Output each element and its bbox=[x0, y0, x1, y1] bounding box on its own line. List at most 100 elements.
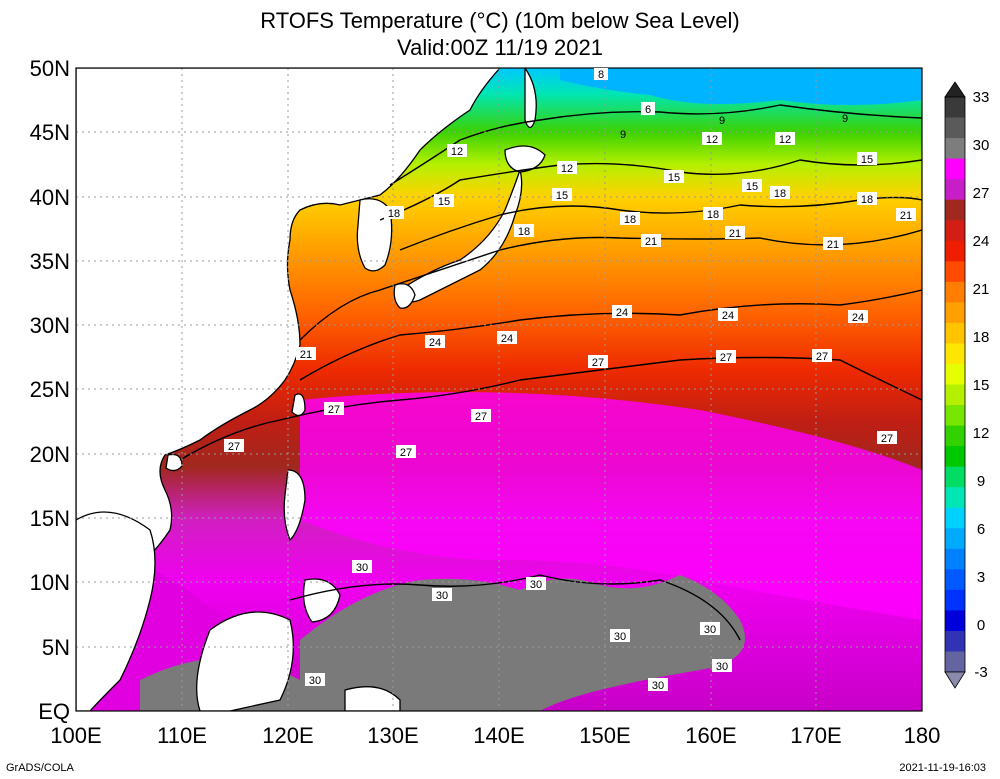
colorbar-segment bbox=[945, 651, 965, 673]
lon-label: 180 bbox=[904, 723, 941, 748]
contour-label-c15: 15 15 15 15 15 bbox=[434, 152, 877, 208]
contour-label: 27 bbox=[592, 357, 604, 369]
indochina bbox=[76, 511, 156, 711]
lat-label: 20N bbox=[30, 442, 70, 467]
contour-label: 15 bbox=[668, 172, 680, 184]
colorbar-top-arrow bbox=[944, 81, 966, 98]
korea-peninsula bbox=[356, 198, 393, 272]
lat-label: 50N bbox=[30, 56, 70, 81]
colorbar-tick: 33 bbox=[973, 89, 990, 106]
contour-label-layer: 6 8 9 9 9 12 12 12 12 15 15 15 15 15 18 … bbox=[224, 68, 916, 692]
colorbar-segment bbox=[945, 487, 965, 509]
contour-label: 15 bbox=[861, 154, 873, 166]
contour-label: 24 bbox=[501, 333, 513, 345]
lon-label: 150E bbox=[579, 723, 630, 748]
contour-label: 9 bbox=[620, 129, 626, 141]
colorbar-segment bbox=[945, 138, 965, 160]
contour-label: 18 bbox=[774, 188, 786, 200]
colorbar-segments bbox=[944, 96, 966, 673]
contour-15 bbox=[379, 159, 922, 221]
contour-label: 30 bbox=[716, 661, 728, 673]
contour-12 bbox=[389, 104, 922, 186]
contour-label: 27 bbox=[881, 433, 893, 445]
colorbar-tick: 24 bbox=[973, 233, 990, 250]
colorbar-bottom-arrow bbox=[944, 671, 966, 689]
colorbar-segment bbox=[945, 220, 965, 242]
new-guinea-tip bbox=[344, 686, 401, 711]
colorbar-segment bbox=[945, 507, 965, 529]
contour-label: 27 bbox=[475, 411, 487, 423]
cold-north-region bbox=[560, 68, 922, 105]
contour-label: 24 bbox=[722, 310, 734, 322]
lat-label: 5N bbox=[42, 635, 70, 660]
luzon bbox=[283, 469, 306, 542]
lat-label: 25N bbox=[30, 377, 70, 402]
contour-label: 30 bbox=[704, 624, 716, 636]
lat-label: 30N bbox=[30, 313, 70, 338]
colorbar-tick: 9 bbox=[977, 473, 985, 490]
colorbar-segment bbox=[945, 548, 965, 570]
lat-label: 40N bbox=[30, 185, 70, 210]
colorbar-tick: 18 bbox=[973, 329, 990, 346]
lon-label: 100E bbox=[50, 723, 101, 748]
colorbar-segment bbox=[945, 302, 965, 324]
colorbar-segment bbox=[945, 630, 965, 652]
map-title: RTOFS Temperature (°C) (10m below Sea Le… bbox=[260, 8, 740, 33]
colorbar-segment bbox=[945, 343, 965, 365]
contour-label: 15 bbox=[438, 196, 450, 208]
colorbar-tick: 12 bbox=[973, 425, 990, 442]
contour-label: 18 bbox=[624, 214, 636, 226]
contour-label: 21 bbox=[827, 239, 839, 251]
warm-pool-region bbox=[300, 392, 922, 620]
contour-label: 30 bbox=[530, 579, 542, 591]
colorbar-segment bbox=[945, 158, 965, 180]
contour-label: 24 bbox=[429, 337, 441, 349]
colorbar-tick: 15 bbox=[973, 377, 990, 394]
colorbar-tick: 21 bbox=[973, 281, 990, 298]
contour-24 bbox=[299, 289, 922, 381]
lon-label: 110E bbox=[157, 723, 207, 748]
colorbar-segment bbox=[945, 569, 965, 591]
lat-label: 45N bbox=[30, 120, 70, 145]
plot-frame bbox=[75, 67, 923, 712]
lon-label: 170E bbox=[790, 723, 841, 748]
lon-label: 130E bbox=[367, 723, 418, 748]
colorbar-segment bbox=[945, 97, 965, 119]
contour-label-c30: 30 30 30 30 30 30 30 30 bbox=[305, 560, 732, 692]
colorbar-segment bbox=[945, 363, 965, 385]
contour-label: 18 bbox=[388, 208, 400, 220]
colorbar-segment bbox=[945, 240, 965, 262]
colorbar-segment bbox=[945, 179, 965, 201]
contour-21 bbox=[299, 229, 922, 341]
longitude-axis: 100E 110E 120E 130E 140E 150E 160E 170E … bbox=[50, 723, 940, 748]
colorbar bbox=[944, 81, 966, 689]
contour-label-c27: 27 27 27 27 27 27 27 27 bbox=[224, 349, 897, 459]
contour-label: 27 bbox=[328, 404, 340, 416]
colorbar-segment bbox=[945, 261, 965, 283]
contour-label: 15 bbox=[556, 190, 568, 202]
contour-label: 9 bbox=[719, 115, 725, 127]
contour-label-c24: 24 24 24 24 24 bbox=[425, 305, 868, 349]
contour-label: 30 bbox=[309, 675, 321, 687]
contour-label: 12 bbox=[706, 134, 718, 146]
contour-label: 27 bbox=[400, 447, 412, 459]
contour-label: 21 bbox=[300, 349, 312, 361]
colorbar-tick: 30 bbox=[973, 137, 990, 154]
contour-label-c9: 9 9 9 bbox=[620, 113, 848, 141]
contour-label: 30 bbox=[356, 562, 368, 574]
colorbar-segment bbox=[945, 610, 965, 632]
contour-label: 27 bbox=[720, 352, 732, 364]
lat-label: 10N bbox=[30, 570, 70, 595]
valid-time: Valid:00Z 11/19 2021 bbox=[397, 35, 603, 60]
contour-label: 12 bbox=[451, 146, 463, 158]
colorbar-ticks: 33 30 27 24 21 18 15 12 9 6 3 0 -3 bbox=[973, 89, 990, 681]
contour-label: 8 bbox=[598, 69, 604, 81]
contour-label: 21 bbox=[729, 228, 741, 240]
colorbar-segment bbox=[945, 199, 965, 221]
colorbar-segment bbox=[945, 405, 965, 427]
contour-label: 18 bbox=[518, 226, 530, 238]
contour-label: 12 bbox=[779, 134, 791, 146]
latitude-axis: 50N 45N 40N 35N 30N 25N 20N 15N 10N 5N E… bbox=[30, 56, 70, 724]
contour-label: 15 bbox=[746, 181, 758, 193]
